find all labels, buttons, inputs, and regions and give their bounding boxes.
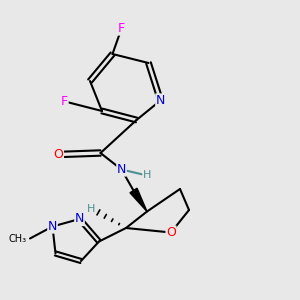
Text: H: H bbox=[143, 170, 151, 181]
Polygon shape bbox=[130, 188, 147, 211]
Text: F: F bbox=[118, 22, 125, 35]
Text: N: N bbox=[48, 220, 57, 233]
Text: N: N bbox=[117, 163, 126, 176]
Text: F: F bbox=[61, 95, 68, 108]
Text: O: O bbox=[54, 148, 63, 161]
Text: CH₃: CH₃ bbox=[9, 233, 27, 244]
Text: N: N bbox=[75, 212, 84, 226]
Text: O: O bbox=[166, 226, 176, 239]
Text: N: N bbox=[156, 94, 165, 107]
Text: H: H bbox=[87, 203, 96, 214]
